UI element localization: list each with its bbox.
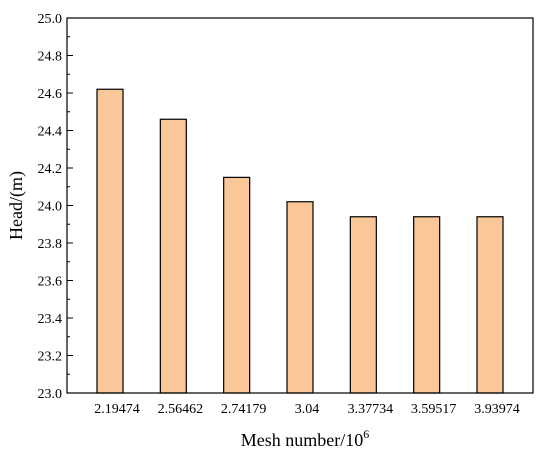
y-tick-label: 23.0 (38, 387, 63, 402)
bar (96, 88, 124, 394)
y-tick-label: 23.4 (38, 312, 63, 327)
y-axis-title: Head/(m) (6, 171, 27, 240)
y-tick-label: 24.8 (38, 50, 63, 65)
y-tick-label: 24.2 (38, 162, 63, 177)
x-tick-label: 2.74179 (221, 402, 267, 417)
y-tick-label: 23.8 (38, 237, 63, 252)
bars (96, 88, 504, 394)
y-tick-label: 24.4 (38, 125, 63, 140)
y-tick-label: 23.2 (38, 350, 63, 365)
x-axis-title-main: Mesh number/10 (241, 430, 363, 450)
y-tick-label: 24.6 (38, 87, 63, 102)
y-tick-label: 25.0 (38, 12, 63, 27)
bar (476, 216, 504, 394)
bar (159, 118, 187, 394)
bar (413, 216, 441, 394)
x-tick-label: 2.19474 (94, 402, 140, 417)
x-tick-label: 3.93974 (474, 402, 520, 417)
x-tick-label: 3.04 (295, 402, 320, 417)
x-axis-title-exponent: 6 (363, 427, 369, 441)
bar (349, 216, 377, 394)
x-tick-label: 3.59517 (411, 402, 457, 417)
bar (223, 176, 251, 394)
x-tick-label: 3.37734 (348, 402, 394, 417)
plot-frame (66, 17, 534, 394)
x-tick-label: 2.56462 (158, 402, 204, 417)
y-tick-label: 24.0 (38, 200, 63, 215)
y-tick-label: 23.6 (38, 275, 63, 290)
x-axis-ticks: 2.19474 2.56462 2.74179 3.04 3.37734 3.59517 3… (94, 388, 520, 417)
y-axis-ticks: 23.0 23.2 23.4 23.6 23.8 24.0 24.2 24.4 24.6 24.8… (38, 12, 73, 402)
x-axis-title: Mesh number/106 (241, 427, 369, 450)
bar (286, 201, 314, 394)
